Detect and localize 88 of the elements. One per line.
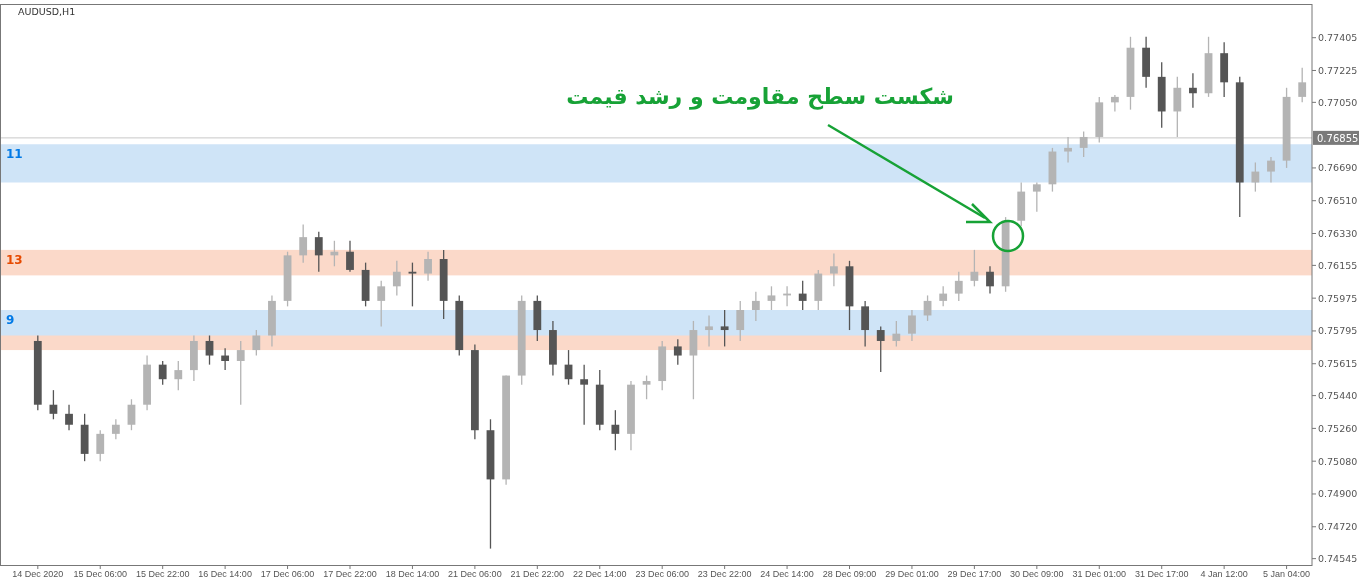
- x-tick-label: 30 Dec 09:00: [1010, 569, 1064, 579]
- candlestick: [970, 249, 979, 287]
- x-tick-label: 23 Dec 06:00: [635, 569, 689, 579]
- candlestick: [1064, 136, 1072, 164]
- candlestick: [876, 325, 885, 373]
- candlestick: [111, 418, 120, 440]
- y-tick-label: 0.77405: [1318, 32, 1358, 44]
- x-tick-label: 22 Dec 14:00: [572, 569, 627, 579]
- band-label: 11: [6, 147, 23, 162]
- candlestick: [314, 231, 323, 273]
- candlestick: [1110, 94, 1119, 113]
- x-tick-label: 29 Dec 01:00: [885, 569, 939, 579]
- x-tick-label: 15 Dec 06:00: [73, 569, 128, 579]
- y-tick-label: 0.74900: [1318, 488, 1358, 500]
- candlestick: [1173, 76, 1182, 138]
- x-tick-label: 23 Dec 22:00: [697, 569, 752, 579]
- candlestick: [767, 285, 776, 311]
- candlestick: [377, 280, 386, 328]
- x-tick-label: 21 Dec 06:00: [448, 569, 502, 579]
- candlestick: [424, 251, 432, 282]
- candlestick: [939, 285, 948, 308]
- candlestick: [299, 223, 308, 264]
- candlestick: [65, 404, 73, 431]
- x-tick-label: 31 Dec 17:00: [1134, 569, 1189, 579]
- candlestick: [798, 280, 807, 311]
- x-tick-label: 5 Jan 04:00: [1263, 569, 1311, 579]
- y-tick-label: 0.76510: [1318, 195, 1358, 207]
- y-tick-label: 0.77225: [1318, 64, 1358, 76]
- ref-line-label: 0.76855: [1317, 132, 1359, 144]
- candlestick: [892, 320, 901, 348]
- y-tick-label: 0.76330: [1318, 228, 1358, 239]
- candlestick: [252, 329, 261, 357]
- x-tick-label: 17 Dec 22:00: [323, 569, 377, 579]
- candlestick: [580, 363, 589, 426]
- candlestick: [236, 340, 245, 406]
- x-tick-label: 17 Dec 06:00: [260, 569, 315, 579]
- candlestick: [174, 360, 183, 391]
- candlestick: [96, 429, 105, 462]
- y-tick-label: 0.76690: [1318, 162, 1358, 174]
- candlestick: [642, 374, 651, 400]
- candlestick: [221, 347, 230, 371]
- band-label: 13: [6, 252, 23, 267]
- x-tick-label: 28 Dec 09:00: [822, 569, 877, 579]
- y-tick-label: 0.75615: [1318, 358, 1358, 370]
- candlestick: [736, 300, 745, 342]
- y-tick-label: 0.75260: [1318, 422, 1358, 434]
- y-tick-label: 0.74545: [1318, 553, 1358, 565]
- candlestick: [127, 398, 136, 431]
- candlestick: [205, 334, 214, 366]
- candlestick: [673, 338, 682, 366]
- y-tick-label: 0.77050: [1318, 96, 1358, 108]
- candlestick: [611, 409, 620, 451]
- candlestick: [954, 271, 963, 302]
- band-label: 9: [6, 313, 15, 327]
- x-tick-label: 21 Dec 22:00: [510, 569, 565, 579]
- candlestick: [861, 300, 870, 348]
- x-tick-label: 29 Dec 17:00: [947, 569, 1002, 579]
- candlestick: [1251, 161, 1260, 193]
- x-tick-label: 18 Dec 14:00: [385, 569, 440, 579]
- y-tick-label: 0.75080: [1318, 455, 1358, 467]
- x-tick-label: 14 Dec 2020: [12, 569, 64, 579]
- y-tick-label: 0.76155: [1318, 259, 1358, 271]
- candlestick: [392, 260, 401, 297]
- candlestick: [986, 265, 994, 295]
- candlestick: [1079, 130, 1088, 158]
- y-tick-label: 0.75795: [1318, 325, 1358, 337]
- candlestick: [1298, 67, 1307, 104]
- candlestick: [908, 309, 916, 342]
- y-tick-label: 0.75440: [1318, 390, 1358, 402]
- x-tick-label: 16 Dec 14:00: [198, 569, 252, 579]
- candlestick: [830, 252, 838, 287]
- x-tick-label: 31 Dec 01:00: [1072, 569, 1127, 579]
- candlestick: [720, 309, 729, 348]
- candlestick: [1189, 72, 1197, 109]
- candlestick: [158, 360, 167, 386]
- candlestick: [1267, 156, 1275, 184]
- candlestick: [705, 314, 713, 348]
- annotation: شکست سطح مقاومت و رشد قیمت: [566, 84, 954, 110]
- y-tick-label: 0.74720: [1318, 521, 1358, 533]
- x-tick-label: 15 Dec 22:00: [135, 569, 190, 579]
- x-tick-label: 24 Dec 14:00: [760, 569, 814, 579]
- candlestick: [346, 240, 354, 273]
- y-tick-label: 0.75975: [1318, 292, 1358, 304]
- chart-title: AUDUSD,H1: [18, 6, 76, 17]
- x-tick-label: 4 Jan 12:00: [1200, 569, 1248, 579]
- candlestick: [1032, 181, 1041, 213]
- candlestick: [408, 261, 417, 308]
- candlestick: [751, 291, 760, 322]
